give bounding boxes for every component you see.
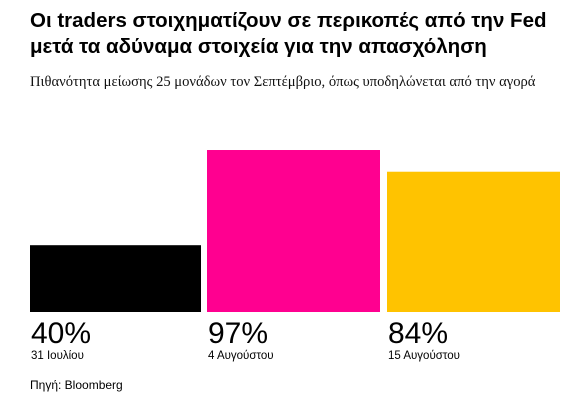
chart-subtitle: Πιθανότητα μείωσης 25 μονάδων τον Σεπτέμ…	[30, 74, 536, 90]
bar-2	[207, 150, 380, 312]
category-label: 4 Αυγούστου	[208, 350, 274, 362]
category-label: 15 Αυγούστου	[388, 350, 460, 362]
bar-value-label: 40%	[31, 317, 91, 350]
source-note: Πηγή: Bloomberg	[30, 378, 123, 392]
bar-value-label: 84%	[388, 317, 448, 350]
bar-3	[387, 171, 560, 312]
bar-1	[30, 245, 201, 312]
bar-value-label: 97%	[208, 317, 268, 350]
category-label: 31 Ιουλίου	[31, 350, 84, 362]
chart-title: Οι traders στοιχηματίζουν σε περικοπές α…	[30, 9, 547, 58]
